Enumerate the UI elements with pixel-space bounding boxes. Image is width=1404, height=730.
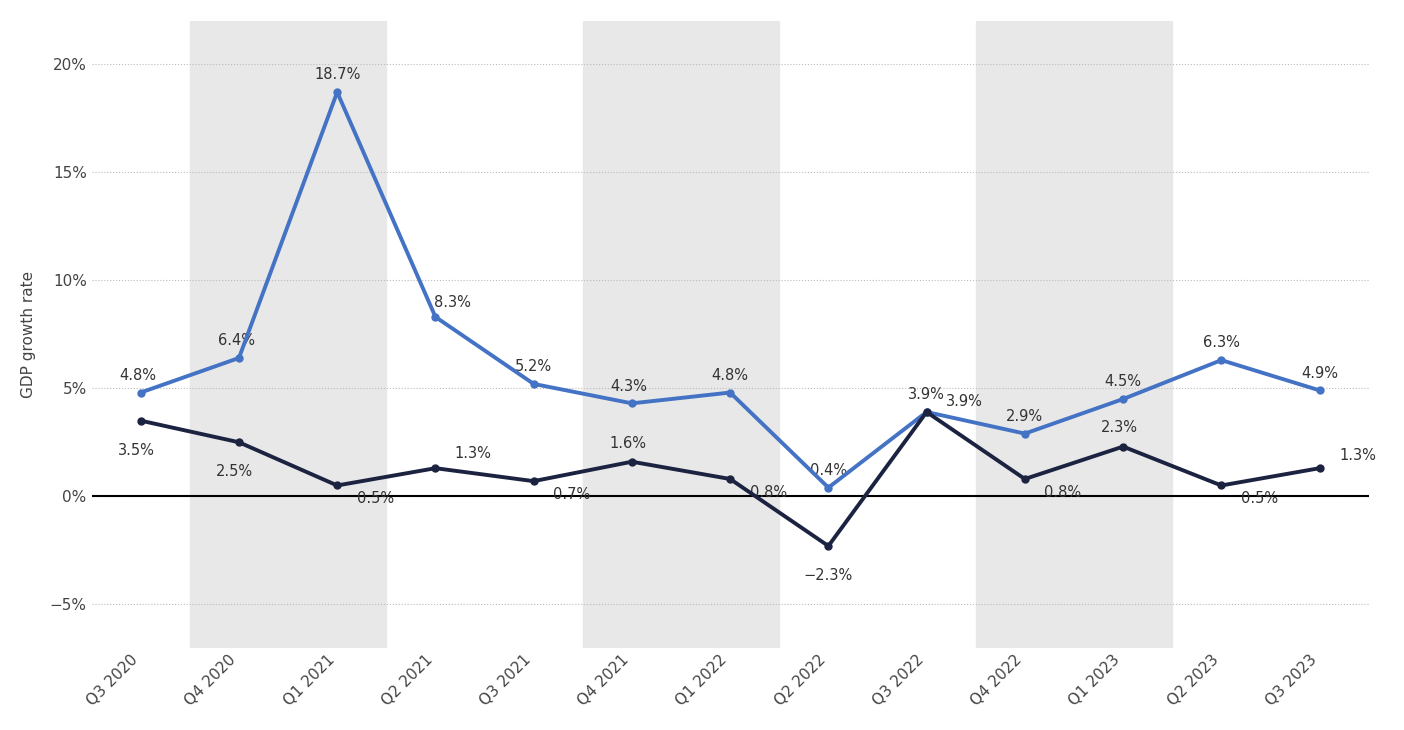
Text: 1.3%: 1.3% [455, 446, 491, 461]
Text: 4.8%: 4.8% [119, 368, 156, 383]
Text: 0.5%: 0.5% [357, 491, 393, 506]
Text: 4.5%: 4.5% [1105, 374, 1141, 389]
Text: −2.3%: −2.3% [803, 568, 854, 583]
Text: 18.7%: 18.7% [314, 67, 361, 82]
Text: 3.5%: 3.5% [118, 443, 154, 458]
Text: 2.3%: 2.3% [1101, 420, 1137, 436]
Text: 1.6%: 1.6% [609, 436, 646, 450]
Text: 8.3%: 8.3% [434, 295, 470, 310]
Text: 0.5%: 0.5% [1241, 491, 1278, 506]
Text: 0.8%: 0.8% [1045, 485, 1081, 499]
Text: 1.3%: 1.3% [1339, 447, 1376, 463]
Bar [583, 21, 779, 648]
Text: 3.9%: 3.9% [908, 388, 945, 402]
Text: 4.9%: 4.9% [1302, 366, 1338, 380]
Bar [976, 21, 1172, 648]
Text: 6.3%: 6.3% [1203, 335, 1240, 350]
Text: 3.9%: 3.9% [946, 394, 983, 410]
Text: 0.7%: 0.7% [553, 487, 590, 502]
Text: 5.2%: 5.2% [515, 359, 552, 374]
Y-axis label: GDP growth rate: GDP growth rate [21, 271, 37, 398]
Bar [190, 21, 386, 648]
Text: 4.3%: 4.3% [611, 379, 647, 393]
Text: 0.4%: 0.4% [810, 463, 847, 478]
Text: 2.9%: 2.9% [1007, 409, 1043, 424]
Text: 6.4%: 6.4% [218, 334, 254, 348]
Text: 2.5%: 2.5% [216, 464, 253, 480]
Text: 0.8%: 0.8% [750, 485, 786, 499]
Text: 4.8%: 4.8% [712, 368, 748, 383]
